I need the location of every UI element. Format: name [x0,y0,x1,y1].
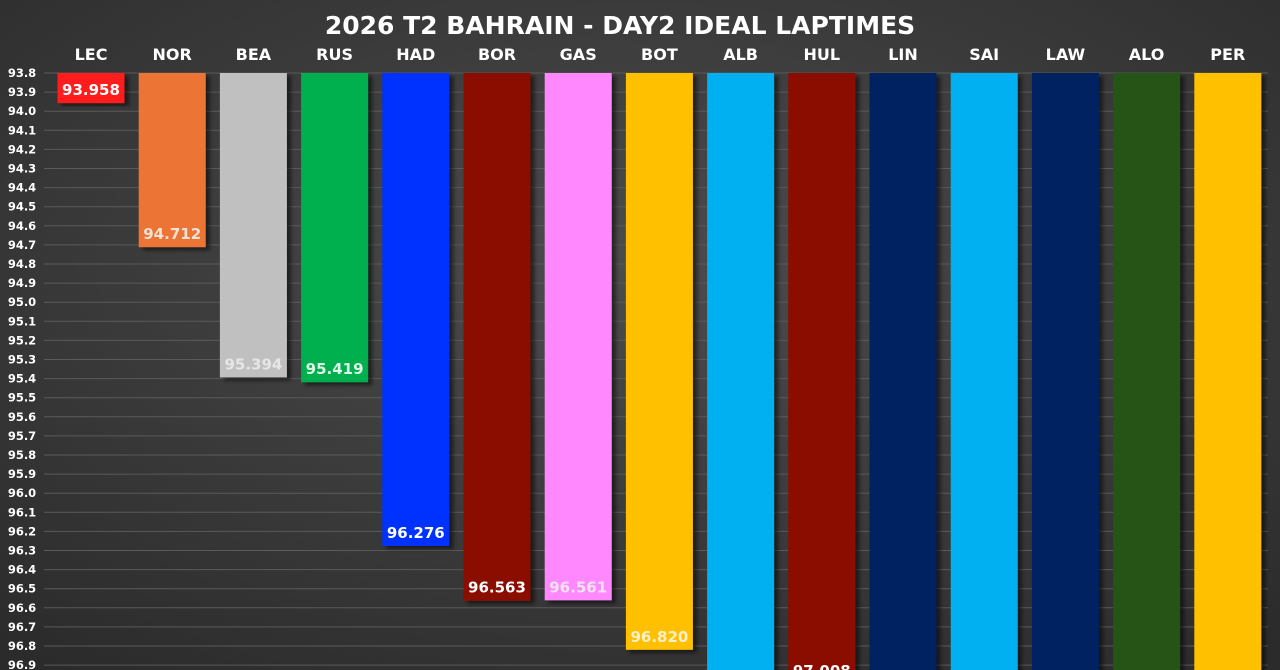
value-labels: 93.958 94.712 95.394 95.419 96.276 96.563 96.5… [62,81,851,670]
y-tick-label: 93.9 [8,85,36,99]
category-label-bea: BEA [236,45,272,64]
category-label-rus: RUS [316,45,353,64]
y-tick-label: 94.5 [8,200,36,214]
y-tick-label: 94.1 [8,123,36,137]
value-label-nor: 94.712 [143,225,201,243]
chart-title: 2026 T2 BAHRAIN - DAY2 IDEAL LAPTIMES [325,11,915,40]
category-label-per: PER [1210,45,1245,64]
bar-gas [544,73,612,601]
y-tick-label: 96.9 [8,658,36,670]
category-label-lec: LEC [75,45,108,64]
category-label-bot: BOT [641,45,678,64]
bar-nor [138,73,206,248]
y-tick-label: 96.6 [8,601,36,615]
y-tick-label: 95.7 [8,429,36,443]
y-tick-label: 94.9 [8,276,36,290]
bar-bor [463,73,531,601]
y-tick-label: 94.3 [8,162,36,176]
y-axis-ticks: 93.8 93.9 94.0 94.1 94.2 94.3 94.4 94.5 94.6 94.7… [8,66,36,670]
y-tick-label: 96.8 [8,639,36,653]
bar-lec [57,73,125,104]
bar-sai [950,73,1018,670]
y-tick-label: 93.8 [8,66,36,80]
y-tick-label: 94.7 [8,238,36,252]
bar-hul [788,73,856,670]
category-label-law: LAW [1046,45,1086,64]
y-tick-label: 95.6 [8,410,36,424]
y-tick-label: 94.2 [8,142,36,156]
bar-rus [301,73,369,383]
y-tick-label: 96.2 [8,524,36,538]
y-tick-label: 95.4 [8,372,36,386]
y-tick-label: 95.0 [8,295,36,309]
category-label-alo: ALO [1129,45,1165,64]
value-label-hul: 97.008 [793,662,851,670]
value-label-gas: 96.561 [549,578,607,596]
value-label-had: 96.276 [387,524,445,542]
y-tick-label: 95.2 [8,333,36,347]
value-label-lec: 93.958 [62,81,120,99]
bar-law [1031,73,1099,670]
category-label-gas: GAS [560,45,597,64]
y-tick-label: 95.1 [8,314,36,328]
category-label-sai: SAI [969,45,999,64]
category-label-lin: LIN [888,45,918,64]
y-tick-label: 95.5 [8,391,36,405]
bar-alb [707,73,775,670]
y-tick-label: 94.4 [8,181,36,195]
y-tick-label: 95.8 [8,448,36,462]
x-axis-categories: LEC NOR BEA RUS HAD BOR GAS BOT ALB HUL LIN SAI LAW A… [75,45,1246,64]
bars [57,73,1262,670]
y-tick-label: 94.8 [8,257,36,271]
value-label-bor: 96.563 [468,579,526,597]
y-tick-label: 94.0 [8,104,36,118]
category-label-hul: HUL [804,45,841,64]
y-tick-label: 94.6 [8,219,36,233]
category-label-alb: ALB [723,45,758,64]
value-label-bot: 96.820 [630,628,688,646]
y-tick-label: 95.3 [8,353,36,367]
value-label-bea: 95.394 [224,355,282,373]
bar-had [382,73,450,546]
category-label-nor: NOR [153,45,192,64]
y-tick-label: 96.4 [8,563,36,577]
bar-per [1194,73,1262,670]
bar-alo [1113,73,1181,670]
bar-bot [625,73,693,650]
category-label-bor: BOR [478,45,516,64]
category-label-had: HAD [396,45,435,64]
y-tick-label: 96.1 [8,505,36,519]
y-tick-label: 96.3 [8,544,36,558]
value-label-rus: 95.419 [306,360,364,378]
y-tick-label: 95.9 [8,467,36,481]
y-tick-label: 96.5 [8,582,36,596]
bar-lin [869,73,937,670]
y-tick-label: 96.0 [8,486,36,500]
bar-bea [219,73,287,378]
y-tick-label: 96.7 [8,620,36,634]
